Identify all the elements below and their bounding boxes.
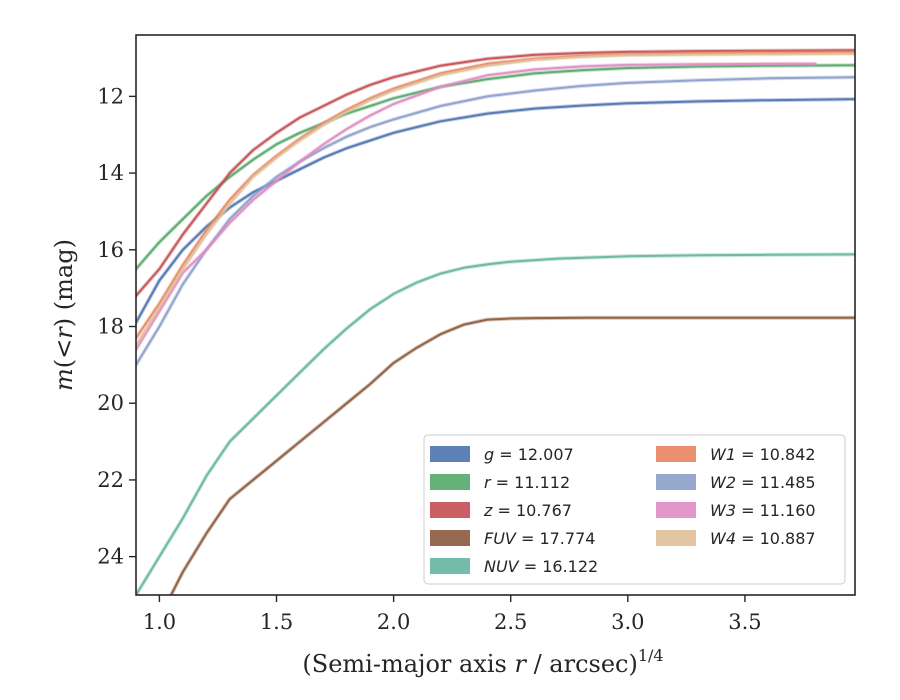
x-tick-label: 3.5 bbox=[728, 610, 761, 634]
legend-swatch-w3 bbox=[656, 502, 696, 518]
y-axis-title: m(<r) (mag) bbox=[50, 239, 78, 391]
legend-swatch-z bbox=[430, 502, 470, 518]
legend-swatch-w1 bbox=[656, 446, 696, 462]
series-line-g bbox=[136, 98, 855, 324]
legend-label-fuv: FUV = 17.774 bbox=[484, 529, 595, 548]
legend-label-r: r = 11.112 bbox=[484, 473, 570, 492]
x-axis-title: (Semi-major axis r / arcsec)1/4 bbox=[302, 646, 663, 678]
legend-label-nuv: NUV = 16.122 bbox=[484, 557, 598, 576]
y-tick-label: 22 bbox=[97, 468, 124, 492]
legend-swatch-g bbox=[430, 446, 470, 462]
y-tick-label: 24 bbox=[97, 545, 124, 569]
y-tick-label: 18 bbox=[97, 315, 124, 339]
series-line-fuv bbox=[170, 316, 855, 595]
legend-label-w1: W1 = 10.842 bbox=[710, 445, 816, 464]
x-tick-label: 1.0 bbox=[143, 610, 176, 634]
legend: g = 12.007 r = 11.112 z = 10.767 FUV = 17.7… bbox=[423, 434, 846, 585]
series-line-w4 bbox=[136, 52, 855, 347]
legend-label-w2: W2 = 11.485 bbox=[710, 473, 816, 492]
x-tick-label: 2.0 bbox=[377, 610, 410, 634]
series-line-r bbox=[136, 64, 855, 270]
series-line-w3 bbox=[136, 62, 817, 351]
x-tick-label: 3.0 bbox=[611, 610, 644, 634]
y-tick-label: 16 bbox=[97, 238, 124, 262]
legend-entries: g = 12.007 r = 11.112 z = 10.767 FUV = 17.7… bbox=[430, 445, 816, 576]
y-tick-label: 14 bbox=[97, 161, 124, 185]
legend-label-g: g = 12.007 bbox=[484, 445, 574, 464]
legend-swatch-r bbox=[430, 474, 470, 490]
legend-swatch-nuv bbox=[430, 558, 470, 574]
series-line-w1 bbox=[136, 51, 855, 339]
legend-swatch-w2 bbox=[656, 474, 696, 490]
y-tick-label: 20 bbox=[97, 391, 124, 415]
legend-label-z: z = 10.767 bbox=[483, 501, 572, 520]
y-axis-ticks: 12 14 16 18 20 22 24 bbox=[97, 84, 136, 569]
series-layer bbox=[136, 48, 855, 595]
legend-label-w3: W3 = 11.160 bbox=[710, 501, 816, 520]
legend-box bbox=[423, 434, 846, 585]
legend-label-w4: W4 = 10.887 bbox=[710, 529, 816, 548]
legend-swatch-w4 bbox=[656, 530, 696, 546]
series-line-nuv bbox=[136, 253, 855, 595]
x-tick-label: 1.5 bbox=[260, 610, 293, 634]
series-line-z bbox=[136, 49, 855, 297]
x-tick-label: 2.5 bbox=[494, 610, 527, 634]
x-axis-ticks: 1.0 1.5 2.0 2.5 3.0 3.5 bbox=[143, 595, 762, 634]
plot-frame bbox=[135, 34, 856, 596]
y-tick-label: 12 bbox=[97, 84, 124, 108]
legend-swatch-fuv bbox=[430, 530, 470, 546]
